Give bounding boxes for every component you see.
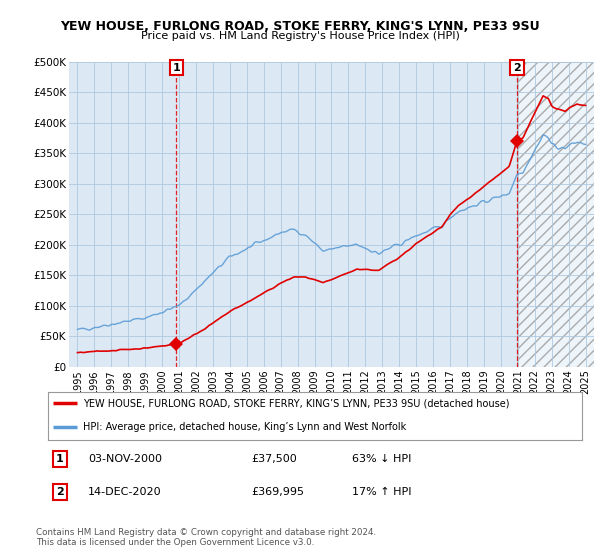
Text: £37,500: £37,500	[251, 454, 296, 464]
Text: £369,995: £369,995	[251, 487, 304, 497]
Text: Price paid vs. HM Land Registry's House Price Index (HPI): Price paid vs. HM Land Registry's House …	[140, 31, 460, 41]
Text: 14-DEC-2020: 14-DEC-2020	[88, 487, 161, 497]
Text: 1: 1	[172, 63, 180, 73]
Text: 63% ↓ HPI: 63% ↓ HPI	[352, 454, 412, 464]
Text: 03-NOV-2000: 03-NOV-2000	[88, 454, 162, 464]
Text: 1: 1	[56, 454, 64, 464]
Text: 2: 2	[56, 487, 64, 497]
Text: 2: 2	[513, 63, 521, 73]
Text: 17% ↑ HPI: 17% ↑ HPI	[352, 487, 412, 497]
Text: Contains HM Land Registry data © Crown copyright and database right 2024.
This d: Contains HM Land Registry data © Crown c…	[36, 528, 376, 547]
Text: YEW HOUSE, FURLONG ROAD, STOKE FERRY, KING'S LYNN, PE33 9SU: YEW HOUSE, FURLONG ROAD, STOKE FERRY, KI…	[60, 20, 540, 32]
Bar	[517, 62, 594, 367]
Text: HPI: Average price, detached house, King’s Lynn and West Norfolk: HPI: Average price, detached house, King…	[83, 422, 406, 432]
Bar	[517, 62, 594, 367]
Text: YEW HOUSE, FURLONG ROAD, STOKE FERRY, KING’S LYNN, PE33 9SU (detached house): YEW HOUSE, FURLONG ROAD, STOKE FERRY, KI…	[83, 398, 509, 408]
